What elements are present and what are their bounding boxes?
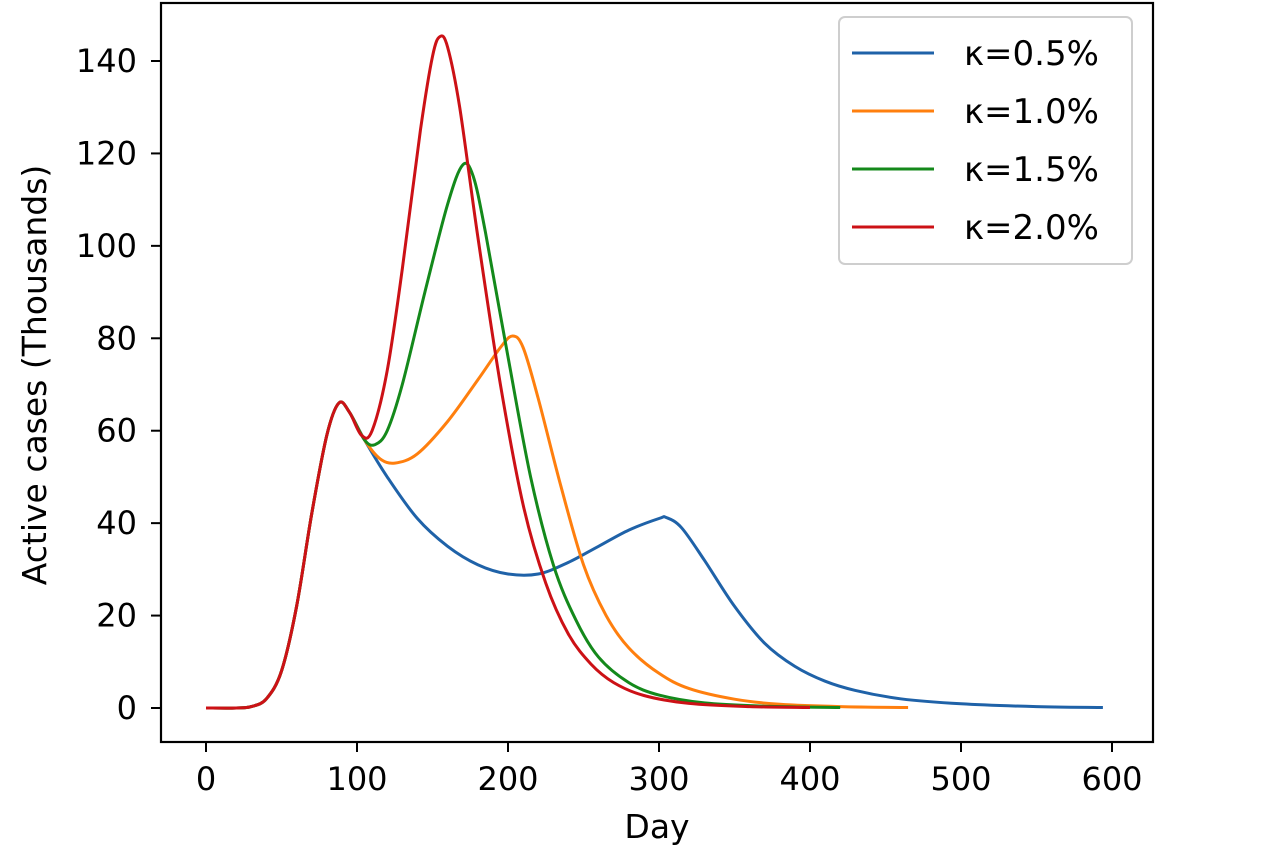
x-tick-label: 0 (196, 760, 216, 798)
y-tick-label: 80 (96, 319, 137, 357)
legend-label-4: κ=2.0% (964, 208, 1099, 248)
legend-label-2: κ=1.0% (964, 92, 1099, 132)
series-line-4 (205, 34, 811, 710)
y-tick-label: 0 (117, 689, 137, 727)
y-tick-label: 40 (96, 504, 137, 542)
plot-frame (159, 1, 1155, 744)
x-tick-label: 200 (477, 760, 538, 798)
y-tick-label: 100 (76, 227, 137, 265)
y-tick-label: 20 (96, 597, 137, 635)
x-tick-label: 400 (779, 760, 840, 798)
y-tick-label: 140 (76, 42, 137, 80)
y-axis-ticks: 0 20 40 60 80 100 120 140 (76, 42, 161, 727)
legend: κ=0.5% κ=1.0% κ=1.5% κ=2.0% (838, 16, 1133, 265)
legend-label-1: κ=0.5% (964, 34, 1099, 74)
x-tick-label: 300 (628, 760, 689, 798)
legend-frame (838, 16, 1133, 265)
series-layer (205, 34, 1103, 710)
y-tick-label: 60 (96, 412, 137, 450)
x-tick-label: 600 (1081, 760, 1142, 798)
x-axis-ticks: 0 100 200 300 400 500 600 (196, 742, 1143, 798)
y-axis-label: Active cases (Thousands) (15, 165, 54, 586)
x-tick-label: 500 (930, 760, 991, 798)
y-tick-label: 120 (76, 134, 137, 172)
legend-label-3: κ=1.5% (964, 150, 1099, 190)
x-tick-label: 100 (326, 760, 387, 798)
legend-items: κ=0.5% κ=1.0% κ=1.5% κ=2.0% (852, 34, 1099, 248)
x-axis-label: Day (624, 807, 689, 846)
